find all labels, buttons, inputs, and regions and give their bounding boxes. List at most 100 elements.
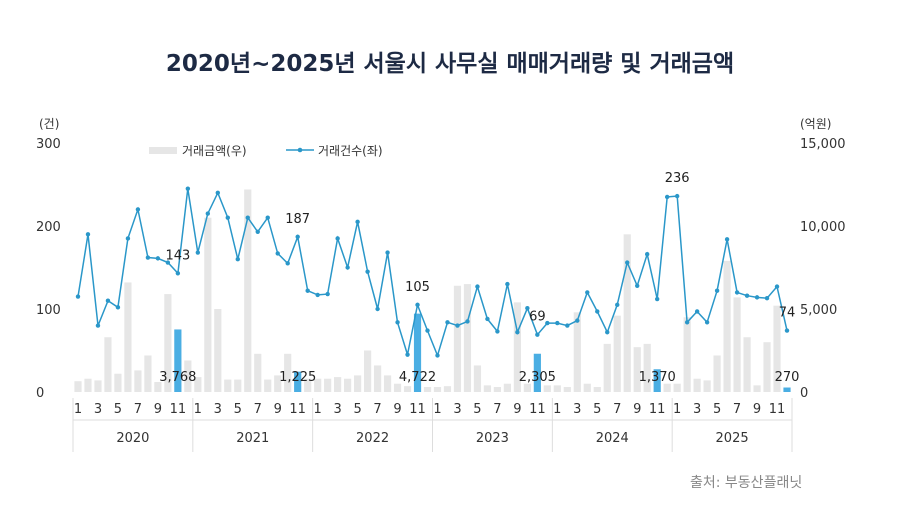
bar	[234, 379, 242, 392]
month-tick-label: 1	[433, 402, 441, 417]
line-point	[445, 320, 450, 325]
bar	[483, 385, 492, 392]
line-point	[135, 207, 141, 212]
left-tick-label: 200	[36, 220, 61, 235]
line-point	[245, 215, 250, 220]
line-point	[195, 250, 201, 255]
bar	[194, 377, 202, 392]
bar	[533, 353, 541, 392]
month-tick-label: 5	[353, 402, 361, 417]
chart-svg: (건) (억원) 300 200 100 0 15,000 10,000 5,000 0 거래금액(…	[36, 117, 846, 452]
bar	[683, 317, 691, 392]
bar	[204, 217, 212, 392]
line-point	[455, 323, 460, 328]
bar	[593, 387, 601, 392]
line-point	[395, 320, 400, 325]
bar	[164, 294, 172, 392]
month-tick-label: 5	[114, 402, 122, 417]
month-tick-label: 1	[553, 402, 561, 417]
bar	[453, 285, 462, 392]
line-point	[724, 237, 730, 242]
bar	[703, 380, 711, 392]
bar	[443, 386, 452, 392]
bar	[463, 284, 472, 392]
legend-bar-swatch	[149, 147, 177, 154]
month-tick-label: 3	[333, 402, 341, 417]
bar	[743, 337, 751, 392]
year-label: 2021	[236, 431, 269, 446]
line-point	[295, 234, 300, 239]
bar	[314, 378, 322, 392]
bar	[573, 312, 581, 392]
line-point	[275, 251, 280, 256]
bar	[763, 342, 771, 392]
bar	[713, 355, 721, 392]
legend-bar-label: 거래금액(우)	[182, 144, 247, 158]
bar-data-label: 4,722	[399, 370, 436, 385]
bar	[84, 378, 92, 392]
line-point	[654, 296, 660, 302]
line-point	[664, 194, 670, 200]
bar	[174, 329, 182, 392]
line-point	[635, 283, 640, 288]
month-tick-label: 3	[693, 402, 701, 417]
bar	[513, 302, 521, 392]
bar	[363, 350, 372, 392]
bar	[503, 383, 511, 392]
line-point	[345, 265, 350, 270]
line-data-label: 143	[165, 248, 190, 263]
month-tick-label: 7	[373, 402, 381, 417]
month-tick-label: 3	[453, 402, 461, 417]
bar	[334, 377, 342, 392]
bar	[413, 313, 422, 392]
line-data-label: 236	[665, 171, 690, 186]
bar-data-label: 2,305	[519, 370, 556, 385]
line-point	[335, 236, 340, 241]
bar	[184, 360, 192, 392]
left-tick-label: 0	[36, 386, 44, 401]
right-tick-label: 0	[800, 386, 808, 401]
right-tick-label: 10,000	[800, 220, 846, 235]
month-tick-label: 1	[194, 402, 202, 417]
bar	[324, 378, 332, 392]
month-tick-label: 11	[170, 402, 187, 417]
line-point	[365, 269, 370, 274]
line-point	[175, 271, 181, 276]
line-point	[315, 292, 320, 298]
line-point	[625, 260, 630, 265]
bar-data-label: 1,370	[639, 370, 676, 385]
line-point	[375, 306, 380, 312]
bar	[224, 379, 232, 392]
line-point	[215, 190, 220, 195]
line-point	[305, 288, 310, 293]
right-tick-label: 5,000	[800, 303, 837, 318]
line-point	[515, 330, 520, 335]
bar	[354, 375, 362, 392]
line-point	[615, 302, 620, 308]
line-point	[784, 328, 790, 333]
left-tick-label: 100	[36, 303, 61, 318]
line-point	[285, 261, 290, 266]
right-tick-label: 15,000	[800, 137, 846, 152]
month-tick-label: 7	[493, 402, 501, 417]
month-tick-label: 7	[733, 402, 741, 417]
line-point	[95, 323, 101, 328]
line-point	[435, 353, 440, 358]
bar	[304, 378, 312, 392]
line-point	[415, 302, 420, 308]
line-point	[744, 293, 750, 298]
bar	[154, 382, 162, 392]
month-tick-label: 3	[573, 402, 581, 417]
month-tick-label: 7	[134, 402, 142, 417]
month-tick-label: 7	[613, 402, 621, 417]
bar	[144, 355, 152, 392]
bar-data-label: 3,768	[159, 370, 196, 385]
bar-data-label: 1,225	[279, 370, 316, 385]
bar	[543, 385, 551, 392]
bar-data-label: 270	[775, 370, 800, 385]
month-tick-label: 9	[274, 402, 282, 417]
line-point	[505, 281, 510, 287]
line-point	[764, 296, 770, 301]
bar	[284, 353, 292, 392]
month-tick-label: 3	[214, 402, 222, 417]
